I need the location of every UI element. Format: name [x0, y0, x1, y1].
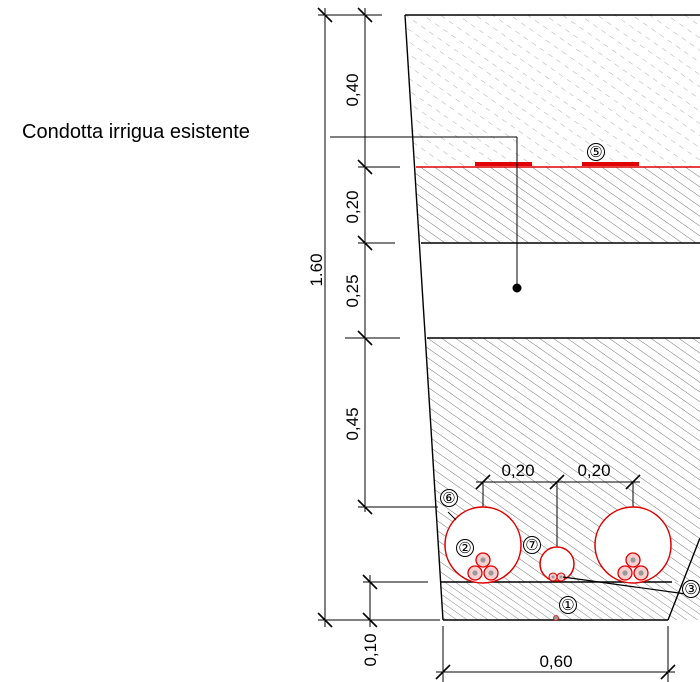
- trench-width-label: 0,60: [539, 652, 572, 671]
- cable-bundle-center: [548, 572, 566, 582]
- conduit-right: [594, 506, 672, 584]
- conduit-left: [444, 506, 522, 584]
- svg-text:①: ①: [561, 597, 574, 614]
- svg-text:⑦: ⑦: [525, 537, 538, 554]
- total-depth-label: 1.60: [307, 253, 326, 286]
- warning-tape: [416, 162, 700, 168]
- existing-pipe-label: Condotta irrigua esistente: [22, 121, 250, 143]
- marker-7: ⑦: [523, 536, 541, 554]
- cable-bundle-left: [467, 552, 499, 581]
- total-depth-dimension: [317, 7, 440, 628]
- existing-pipe-point: [512, 283, 522, 293]
- conduit-center: [539, 546, 575, 582]
- marker-5: ⑤: [587, 143, 605, 161]
- spacing-left-label: 0,20: [501, 461, 534, 480]
- conduits: [444, 506, 672, 584]
- layer-pipe-zone: [405, 243, 700, 338]
- layer-pipe-zone-dimension: 0,25: [343, 274, 362, 307]
- svg-text:⑥: ⑥: [442, 490, 455, 507]
- layer-bedding-dimension: 0,10: [361, 633, 380, 666]
- marker-1: ①: [559, 596, 577, 614]
- marker-3: ③: [682, 580, 700, 598]
- layer-bedding: [405, 582, 700, 620]
- layer-dimension-chain: [345, 7, 438, 628]
- trench-width-dimension: [435, 626, 676, 682]
- marker-6: ⑥: [440, 489, 458, 507]
- svg-text:⑤: ⑤: [589, 144, 602, 161]
- earth-wire: [553, 615, 559, 621]
- layer-top-dimension: 0,40: [343, 73, 362, 106]
- marker-6-leader: [447, 511, 457, 521]
- layer-top-soil: [405, 15, 700, 167]
- layer-tape-dimension: 0,20: [343, 190, 362, 223]
- cable-bundle-right: [617, 552, 649, 581]
- svg-text:③: ③: [684, 581, 697, 598]
- layer-backfill-dimension: 0,45: [343, 407, 362, 440]
- svg-text:②: ②: [458, 540, 471, 557]
- spacing-dimension: [475, 474, 641, 546]
- existing-pipe-leader: [330, 136, 518, 288]
- marker-2: ②: [456, 539, 474, 557]
- layer-warning-tape-fill: [405, 167, 700, 243]
- spacing-right-label: 0,20: [577, 461, 610, 480]
- marker-3-leader: [562, 576, 687, 595]
